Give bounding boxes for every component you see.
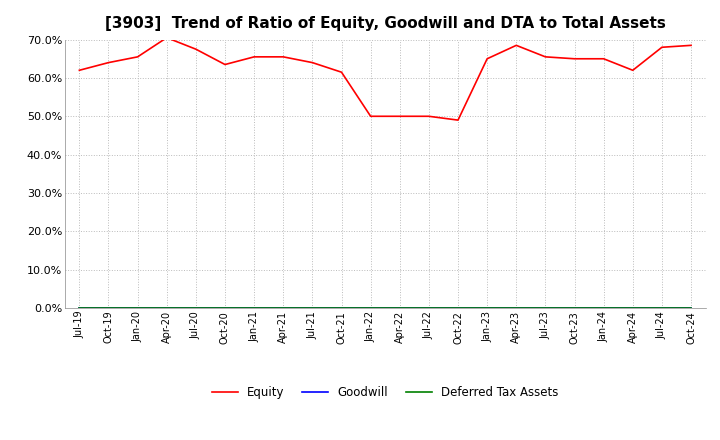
Equity — [512, 43, 521, 48]
Deferred Tax Assets — [220, 305, 229, 311]
Equity — [75, 68, 84, 73]
Deferred Tax Assets — [279, 305, 287, 311]
Equity — [541, 54, 550, 59]
Equity — [657, 44, 666, 50]
Deferred Tax Assets — [657, 305, 666, 311]
Deferred Tax Assets — [629, 305, 637, 311]
Equity — [425, 114, 433, 119]
Goodwill — [512, 305, 521, 311]
Deferred Tax Assets — [75, 305, 84, 311]
Deferred Tax Assets — [570, 305, 579, 311]
Equity — [220, 62, 229, 67]
Goodwill — [541, 305, 550, 311]
Equity — [337, 70, 346, 75]
Goodwill — [629, 305, 637, 311]
Equity — [629, 68, 637, 73]
Deferred Tax Assets — [512, 305, 521, 311]
Goodwill — [104, 305, 113, 311]
Deferred Tax Assets — [483, 305, 492, 311]
Deferred Tax Assets — [395, 305, 404, 311]
Deferred Tax Assets — [687, 305, 696, 311]
Equity — [279, 54, 287, 59]
Equity — [570, 56, 579, 62]
Title: [3903]  Trend of Ratio of Equity, Goodwill and DTA to Total Assets: [3903] Trend of Ratio of Equity, Goodwil… — [105, 16, 665, 32]
Equity — [483, 56, 492, 62]
Goodwill — [687, 305, 696, 311]
Goodwill — [395, 305, 404, 311]
Goodwill — [366, 305, 375, 311]
Equity — [366, 114, 375, 119]
Goodwill — [570, 305, 579, 311]
Deferred Tax Assets — [163, 305, 171, 311]
Goodwill — [483, 305, 492, 311]
Deferred Tax Assets — [337, 305, 346, 311]
Equity — [687, 43, 696, 48]
Equity — [250, 54, 258, 59]
Goodwill — [133, 305, 142, 311]
Line: Equity: Equity — [79, 38, 691, 120]
Equity — [104, 60, 113, 65]
Equity — [308, 60, 317, 65]
Deferred Tax Assets — [104, 305, 113, 311]
Goodwill — [308, 305, 317, 311]
Goodwill — [657, 305, 666, 311]
Equity — [133, 54, 142, 59]
Legend: Equity, Goodwill, Deferred Tax Assets: Equity, Goodwill, Deferred Tax Assets — [207, 381, 564, 404]
Goodwill — [192, 305, 200, 311]
Equity — [192, 47, 200, 52]
Equity — [163, 35, 171, 40]
Goodwill — [279, 305, 287, 311]
Deferred Tax Assets — [308, 305, 317, 311]
Goodwill — [220, 305, 229, 311]
Goodwill — [163, 305, 171, 311]
Deferred Tax Assets — [366, 305, 375, 311]
Equity — [395, 114, 404, 119]
Deferred Tax Assets — [541, 305, 550, 311]
Goodwill — [454, 305, 462, 311]
Deferred Tax Assets — [425, 305, 433, 311]
Goodwill — [250, 305, 258, 311]
Deferred Tax Assets — [250, 305, 258, 311]
Deferred Tax Assets — [133, 305, 142, 311]
Goodwill — [425, 305, 433, 311]
Equity — [454, 117, 462, 123]
Goodwill — [599, 305, 608, 311]
Deferred Tax Assets — [192, 305, 200, 311]
Equity — [599, 56, 608, 62]
Goodwill — [337, 305, 346, 311]
Deferred Tax Assets — [599, 305, 608, 311]
Deferred Tax Assets — [454, 305, 462, 311]
Goodwill — [75, 305, 84, 311]
